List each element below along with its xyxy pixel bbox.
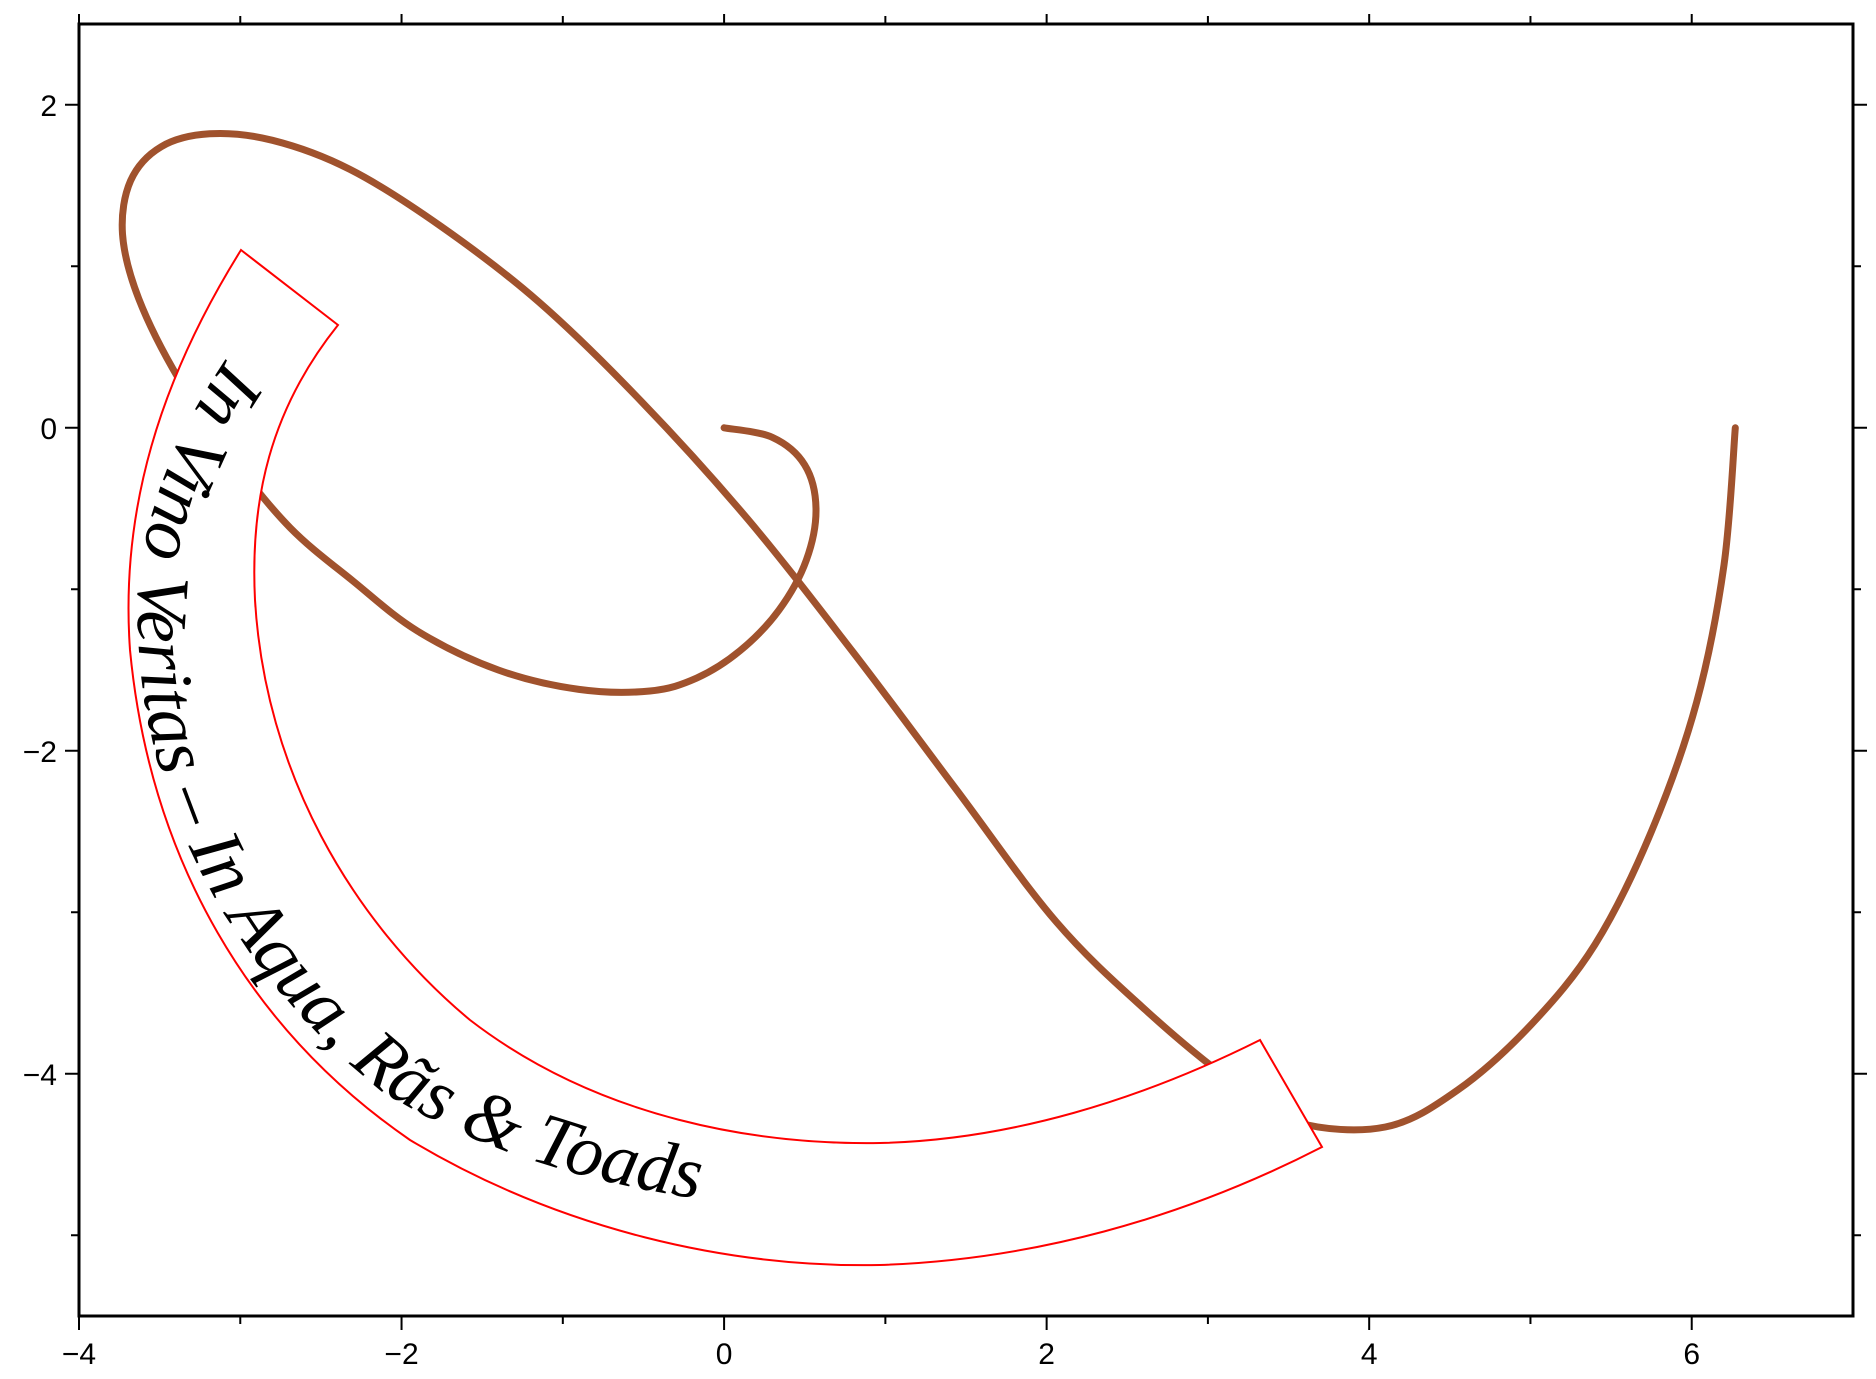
plot-frame: [77, 22, 1855, 1318]
plot-area: [79, 24, 1853, 1316]
y-tick-label: 2: [40, 90, 57, 123]
x-tick-label: −2: [384, 1338, 418, 1371]
curved-label-box: [127, 248, 1324, 1267]
y-tick-label: −4: [23, 1059, 57, 1092]
x-tick-label: −4: [62, 1338, 96, 1371]
y-tick-label: 0: [40, 413, 57, 446]
x-tick-label: 4: [1361, 1338, 1378, 1371]
x-tick-label: 6: [1683, 1338, 1700, 1371]
spiral-curve: [118, 130, 1739, 1134]
x-tick-label: 2: [1038, 1338, 1055, 1371]
x-tick-label: 0: [716, 1338, 733, 1371]
y-tick-label: −2: [23, 736, 57, 769]
axes-group: −4 −2 0 2 4 6 2 0 −2 −4: [23, 14, 1867, 1371]
